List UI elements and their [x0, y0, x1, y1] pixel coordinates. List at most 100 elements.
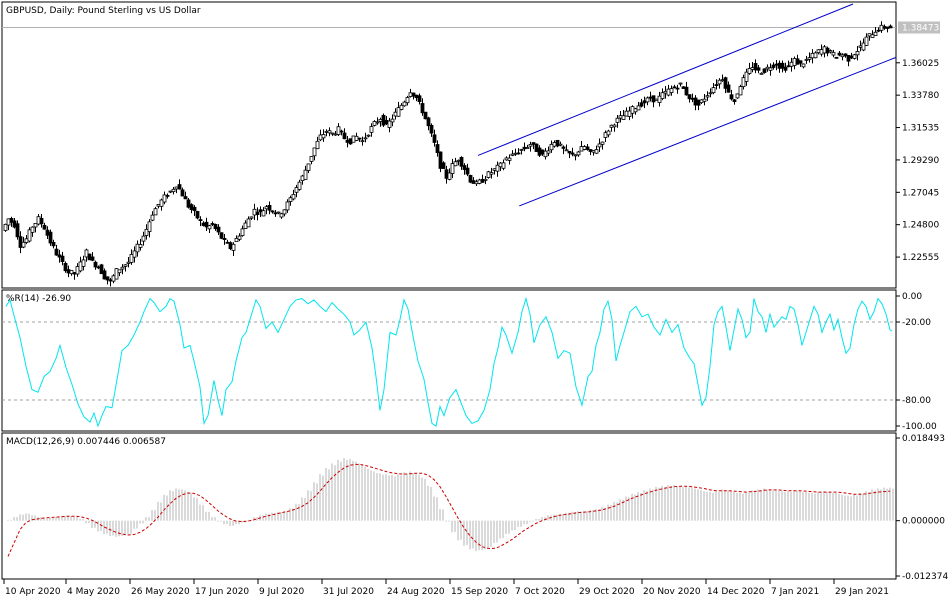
candle-body [726, 84, 731, 93]
candle-body [786, 65, 791, 68]
candle-body [519, 149, 524, 151]
candle-body [456, 159, 461, 162]
candle-body [405, 97, 410, 104]
candle-body [300, 175, 305, 181]
candle-body [624, 110, 629, 117]
price-panel[interactable]: GBPUSD, Daily: Pound Sterling vs US Doll… [1, 1, 940, 289]
candle-body [450, 163, 455, 174]
candle-body [174, 186, 179, 190]
candle-body [651, 95, 656, 103]
williams-r-panel[interactable]: %R(14) -26.90 0.00 -20.00 -80.00 -100.00 [1, 289, 937, 432]
candle-body [477, 179, 482, 184]
candle-body [735, 93, 740, 99]
candle-body [393, 111, 398, 117]
candle-body [438, 151, 443, 169]
date-tick-label: 4 May 2020 [67, 587, 120, 597]
candle-body [693, 97, 698, 106]
candle-body [165, 194, 170, 197]
candle-body [546, 150, 551, 154]
candle-body [837, 52, 842, 56]
price-tick-label: 1.24800 [902, 221, 939, 231]
date-tick-label: 17 Jun 2020 [195, 587, 249, 597]
candle-body [774, 63, 779, 66]
candle-body [138, 244, 143, 248]
candle-body [813, 52, 818, 59]
candle-body [579, 146, 584, 152]
candle-body [843, 53, 848, 57]
candle-body [618, 115, 623, 119]
candle-body [789, 61, 794, 67]
candle-body [771, 64, 776, 68]
date-tick-label: 31 Jul 2020 [323, 587, 374, 597]
candle-body [630, 106, 635, 114]
macd-panel[interactable]: MACD(12,26,9) 0.007446 0.006587 0.018493… [1, 432, 948, 582]
candle-body [513, 152, 518, 155]
candle-body [762, 68, 767, 73]
candle-body [24, 238, 29, 243]
candle-body [549, 143, 554, 151]
candle-body [153, 208, 158, 216]
candle-body [528, 144, 533, 147]
candle-body [303, 169, 308, 180]
candle-body [663, 90, 668, 94]
candle-body [198, 219, 203, 221]
candle-body [348, 138, 353, 145]
candle-body [117, 269, 122, 274]
candle-body [216, 226, 221, 233]
candle-body [150, 214, 155, 221]
candle-body [147, 221, 152, 233]
candle-body [369, 126, 374, 133]
candle-body [246, 218, 251, 228]
candle-body [441, 162, 446, 169]
candle-body [330, 132, 335, 135]
candle-body [30, 226, 35, 233]
candle-body [573, 154, 578, 157]
date-tick-label: 24 Aug 2020 [387, 587, 445, 597]
candle-body [96, 266, 101, 269]
candle-body [321, 134, 326, 139]
candle-body [633, 108, 638, 113]
candle-body [444, 169, 449, 179]
candle-body [39, 217, 44, 225]
candle-body [504, 157, 509, 161]
current-price-label: 1.38473 [902, 24, 939, 34]
candle-body [366, 134, 371, 137]
candle-body [84, 249, 89, 258]
candle-body [495, 164, 500, 172]
candle-body [459, 156, 464, 167]
candle-body [54, 248, 59, 256]
candle-body [648, 96, 653, 99]
candle-body [351, 135, 356, 143]
trend-channel [477, 3, 897, 207]
date-tick-label: 29 Oct 2020 [579, 587, 635, 597]
candle-body [402, 101, 407, 107]
candle-body [501, 162, 506, 169]
candle-body [882, 26, 887, 29]
candle-body [21, 241, 26, 248]
date-tick-label: 29 Jan 2021 [835, 587, 889, 597]
candle-body [291, 193, 296, 200]
candle-body [69, 269, 74, 275]
candle-body [537, 147, 542, 156]
candle-body [336, 126, 341, 135]
candle-body [273, 212, 278, 215]
candle-body [237, 235, 242, 240]
candle-body [564, 149, 569, 152]
candle-body [333, 133, 338, 136]
candle-body [465, 167, 470, 175]
candle-body [432, 134, 437, 143]
date-tick-label: 15 Sep 2020 [451, 587, 508, 597]
candle-body [249, 216, 254, 219]
candle-body [123, 264, 128, 267]
candle-body [750, 67, 755, 70]
candle-body [744, 71, 749, 82]
candle-body [852, 54, 857, 59]
williams-r-tick-label: -20.00 [902, 318, 931, 328]
candle-body [585, 146, 590, 150]
candle-body [129, 254, 134, 263]
candle-body [888, 25, 893, 29]
candle-body [870, 34, 875, 38]
candle-body [696, 99, 701, 106]
candle-body [168, 190, 173, 193]
candle-body [429, 124, 434, 134]
